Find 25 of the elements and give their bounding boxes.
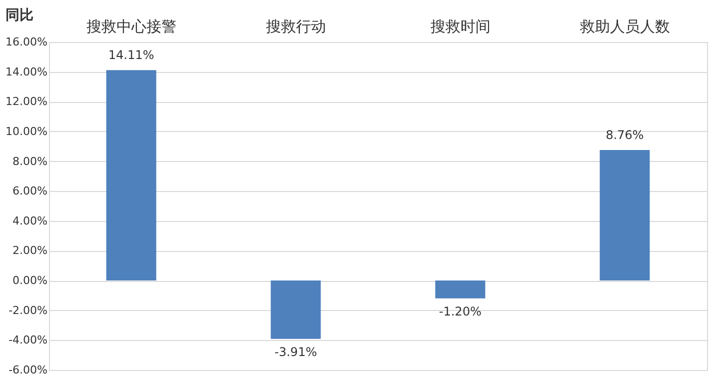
x-tick-label: 搜救中心接警	[86, 18, 176, 36]
bar	[106, 70, 156, 281]
y-tick-label: 2.00%	[12, 244, 48, 258]
y-tick-label: 14.00%	[6, 65, 48, 78]
y-tick-label: 12.00%	[6, 95, 48, 108]
y-tick-label: 10.00%	[6, 124, 48, 138]
x-tick-label: 救助人员人数	[578, 18, 670, 36]
x-tick-label: 搜救时间	[430, 18, 490, 36]
data-label: 14.11%	[108, 48, 154, 62]
y-tick-label: -6.00%	[8, 364, 48, 376]
y-tick-label: -2.00%	[8, 304, 48, 317]
y-tick-label: 16.00%	[6, 36, 48, 48]
y-tick-label: 8.00%	[12, 154, 48, 168]
x-tick-label: 搜救行动	[266, 18, 326, 36]
data-label: -3.91%	[274, 344, 317, 359]
bar	[435, 280, 486, 298]
y-tick-label: 6.00%	[12, 184, 48, 198]
y-tick-label: 4.00%	[12, 214, 48, 228]
y-tick-label: 0.00%	[12, 274, 48, 288]
bar	[270, 280, 321, 339]
data-label: -1.20%	[439, 304, 482, 318]
y-tick-label: -4.00%	[8, 334, 48, 347]
y-axis-title: 同比	[6, 8, 34, 24]
data-label: 8.76%	[606, 128, 644, 142]
bar	[600, 150, 650, 281]
